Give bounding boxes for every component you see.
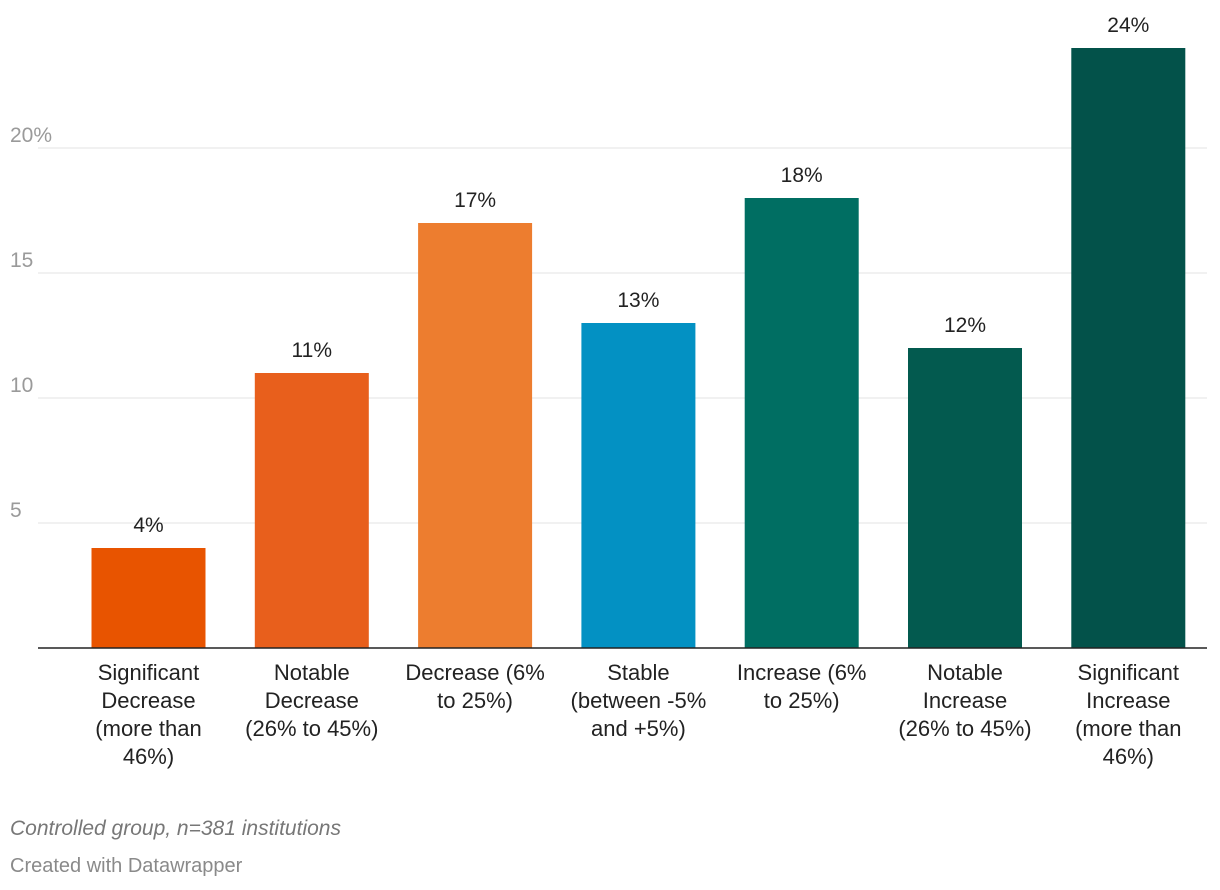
y-tick-label: 5 (10, 499, 22, 522)
category-label: Decrease (6% to 25%) (405, 660, 544, 713)
data-label: 18% (781, 164, 823, 187)
bar (1071, 48, 1186, 648)
bar (908, 348, 1022, 648)
y-tick-label: 10 (10, 374, 33, 397)
y-tick-label: 20% (10, 124, 52, 147)
category-label: Increase (6% to 25%) (737, 660, 867, 713)
data-label: 4% (133, 514, 163, 537)
data-label: 12% (944, 314, 986, 337)
bar-chart: 5 10 15 20% 4% Significant Decrease (more than 4… (10, 14, 1207, 769)
bar (418, 223, 533, 648)
labels: 5 10 15 20% 4% Significant Decrease (more than 4… (10, 14, 1181, 769)
chart-note: Controlled group, n=381 institutions (10, 817, 341, 840)
bar (744, 198, 859, 648)
category-label: Stable (between -5% and +5%) (571, 660, 707, 741)
category-label: Notable Increase (26% to 45%) (898, 660, 1031, 741)
bar (91, 548, 206, 648)
chart-credit: Created with Datawrapper (10, 855, 243, 877)
bar (581, 323, 696, 648)
category-label: Significant Increase (more than 46%) (1075, 660, 1181, 769)
bars (91, 48, 1186, 648)
data-label: 13% (617, 289, 659, 312)
data-label: 11% (292, 339, 332, 362)
category-label: Significant Decrease (more than 46%) (95, 660, 201, 769)
bar (254, 373, 369, 648)
y-tick-label: 15 (10, 249, 33, 272)
data-label: 17% (454, 189, 496, 212)
category-label: Notable Decrease (26% to 45%) (245, 660, 378, 741)
data-label: 24% (1107, 14, 1149, 37)
